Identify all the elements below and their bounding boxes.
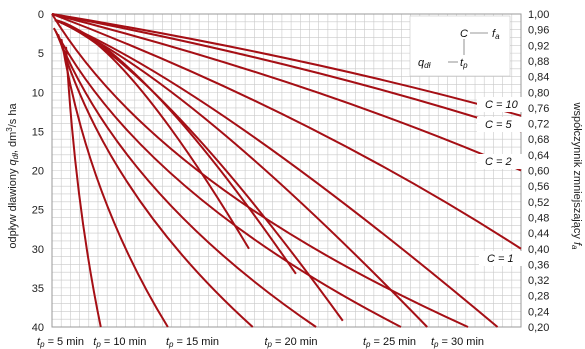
right-tick-label: 0,92: [528, 40, 549, 52]
tp-labels: tp = 5 min tp = 10 min tp = 15 min tp = 20 …: [37, 336, 484, 349]
c-curve: [51, 13, 522, 250]
c-curve: [51, 13, 522, 172]
c-label-bg: [479, 251, 525, 266]
tp-label: tp = 25 min: [363, 336, 416, 349]
tp-label: tp = 10 min: [93, 336, 146, 349]
right-tick-label: 0,40: [528, 244, 549, 256]
curves: [51, 13, 522, 328]
c-label: C = 5: [485, 119, 512, 131]
tp-curve: [65, 46, 102, 328]
right-axis-ticks: 1,00 0,96 0,92 0,88 0,84 0,80 0,76 0,72 0,68 0,64…: [528, 9, 549, 334]
inset-box: [409, 15, 511, 77]
tp-label: tp = 20 min: [264, 336, 317, 349]
right-tick-label: 0,20: [528, 322, 549, 334]
c-label: C = 1: [487, 253, 514, 265]
left-tick-label: 15: [32, 126, 44, 138]
left-tick-label: 30: [32, 244, 44, 256]
tp-curve: [57, 34, 254, 328]
c-curve: [51, 13, 522, 117]
right-tick-label: 0,56: [528, 181, 549, 193]
left-tick-label: 10: [32, 87, 44, 99]
right-tick-label: 0,48: [528, 212, 549, 224]
c-label: C = 2: [485, 156, 512, 168]
inset-c: C: [460, 28, 468, 40]
right-tick-label: 0,76: [528, 103, 549, 115]
c-curve: [51, 13, 522, 133]
right-tick-label: 0,72: [528, 119, 549, 131]
left-tick-label: 40: [32, 322, 44, 334]
right-tick-label: 0,44: [528, 228, 549, 240]
left-axis-ticks: 0 5 10 15 20 25 30 35 40: [32, 9, 44, 334]
right-tick-label: 0,80: [528, 87, 549, 99]
tp-curve: [54, 30, 317, 328]
c-label-bg: [477, 154, 523, 169]
right-tick-label: 0,84: [528, 72, 549, 84]
right-tick-label: 0,32: [528, 275, 549, 287]
right-tick-label: 0,64: [528, 150, 549, 162]
right-tick-label: 0,28: [528, 291, 549, 303]
right-tick-label: 0,96: [528, 25, 549, 37]
tp-label: tp = 5 min: [37, 336, 84, 349]
right-tick-label: 0,24: [528, 306, 549, 318]
right-tick-label: 0,60: [528, 166, 549, 178]
left-tick-label: 25: [32, 205, 44, 217]
left-tick-label: 20: [32, 166, 44, 178]
tp-curve: [51, 13, 469, 328]
c-label-bg: [477, 117, 523, 132]
tp-label: tp = 30 min: [431, 336, 484, 349]
left-tick-label: 5: [38, 48, 44, 60]
right-axis-title: współczynnik zmniejszający fa: [570, 102, 583, 250]
right-tick-label: 0,52: [528, 197, 549, 209]
tp-curve: [60, 38, 169, 328]
right-tick-label: 0,68: [528, 134, 549, 146]
right-tick-label: 0,88: [528, 56, 549, 68]
left-tick-label: 35: [32, 283, 44, 295]
tp-curve: [52, 27, 402, 328]
tp-label: tp = 15 min: [166, 336, 219, 349]
c-labels: C = 10 C = 5 C = 2 C = 1: [477, 97, 525, 266]
left-axis-title: odpływ dławiony qdł, dm3/s ha: [5, 103, 20, 249]
left-tick-label: 0: [38, 9, 44, 21]
inset-fa: fa: [492, 28, 500, 41]
c-label: C = 10: [485, 99, 519, 111]
right-tick-label: 0,36: [528, 259, 549, 271]
inset-tp: tp: [460, 57, 468, 70]
intermediate-curve: [54, 19, 428, 328]
right-tick-label: 1,00: [528, 9, 549, 21]
inset-qdl: qdł: [418, 57, 431, 70]
intermediate-curve: [54, 19, 499, 328]
c-label-bg: [477, 97, 523, 112]
